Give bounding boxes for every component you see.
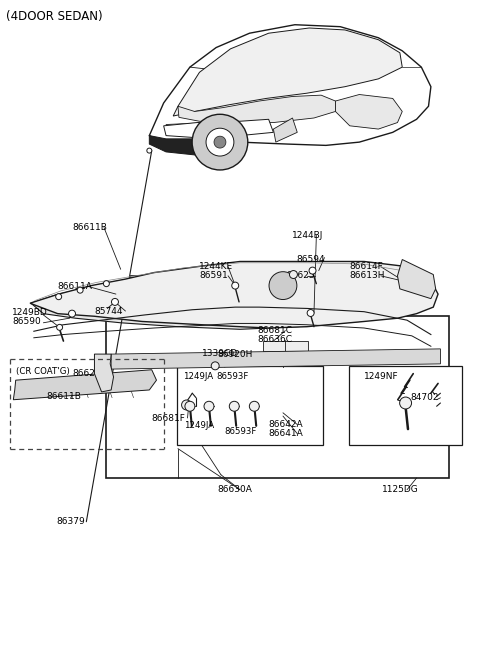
Circle shape xyxy=(400,397,411,409)
Text: 1249JA: 1249JA xyxy=(183,373,213,381)
Circle shape xyxy=(232,282,239,289)
Text: 86641A: 86641A xyxy=(269,429,303,438)
Text: 86611A: 86611A xyxy=(58,283,93,291)
Polygon shape xyxy=(111,349,441,369)
Bar xyxy=(183,274,201,294)
Polygon shape xyxy=(173,28,402,116)
Polygon shape xyxy=(178,95,336,123)
Polygon shape xyxy=(95,354,114,392)
Text: 86591: 86591 xyxy=(199,272,228,280)
Circle shape xyxy=(204,401,214,411)
Polygon shape xyxy=(274,118,297,142)
Polygon shape xyxy=(149,136,214,155)
Polygon shape xyxy=(149,25,431,146)
Text: 86593F: 86593F xyxy=(216,373,249,381)
Text: 86920H: 86920H xyxy=(217,350,253,359)
Polygon shape xyxy=(13,370,156,400)
Text: (4DOOR SEDAN): (4DOOR SEDAN) xyxy=(6,10,103,23)
Text: 1249JA: 1249JA xyxy=(184,421,214,430)
Text: 86593F: 86593F xyxy=(225,426,257,436)
Circle shape xyxy=(289,270,298,279)
Text: 1249NF: 1249NF xyxy=(364,373,399,381)
Text: (CR COAT'G): (CR COAT'G) xyxy=(16,367,70,376)
Text: 1244KE: 1244KE xyxy=(199,262,234,271)
Bar xyxy=(177,366,323,445)
Circle shape xyxy=(206,128,234,156)
Text: 86620: 86620 xyxy=(72,369,101,378)
Bar xyxy=(211,367,282,431)
Circle shape xyxy=(229,401,239,411)
Text: 84702: 84702 xyxy=(411,394,439,402)
Circle shape xyxy=(111,298,119,306)
Circle shape xyxy=(56,294,61,300)
Circle shape xyxy=(103,281,109,287)
Circle shape xyxy=(307,310,314,316)
Text: 85744: 85744 xyxy=(95,306,123,316)
Bar xyxy=(263,341,308,352)
Polygon shape xyxy=(397,260,436,298)
Text: 86630A: 86630A xyxy=(217,485,252,494)
Bar xyxy=(215,374,278,424)
Text: 86611B: 86611B xyxy=(47,392,82,401)
Circle shape xyxy=(69,310,75,317)
Text: 86614F: 86614F xyxy=(350,262,384,271)
Circle shape xyxy=(185,401,195,411)
Bar xyxy=(130,274,148,294)
Text: 86613H: 86613H xyxy=(350,272,385,280)
Text: 1249BD: 1249BD xyxy=(12,308,48,317)
Circle shape xyxy=(211,362,219,370)
Circle shape xyxy=(249,401,259,411)
Text: 86590: 86590 xyxy=(12,317,41,326)
Circle shape xyxy=(57,324,62,331)
Bar xyxy=(159,274,177,294)
Text: 86636C: 86636C xyxy=(258,335,293,344)
Text: 86625: 86625 xyxy=(287,272,315,280)
Polygon shape xyxy=(336,94,402,129)
Text: 1125DG: 1125DG xyxy=(382,485,419,494)
Text: 86681F: 86681F xyxy=(152,413,186,422)
Text: 1244BJ: 1244BJ xyxy=(291,231,323,240)
Bar xyxy=(349,366,462,445)
Circle shape xyxy=(309,267,316,274)
Text: 86379: 86379 xyxy=(56,517,85,526)
Polygon shape xyxy=(31,268,429,329)
Polygon shape xyxy=(30,262,438,328)
Text: 1339CD: 1339CD xyxy=(202,349,238,358)
Circle shape xyxy=(77,287,83,293)
Circle shape xyxy=(214,136,226,148)
Text: 86681C: 86681C xyxy=(258,326,293,335)
Bar xyxy=(107,316,449,478)
Polygon shape xyxy=(164,119,274,138)
Circle shape xyxy=(192,114,248,170)
Text: 86611B: 86611B xyxy=(72,223,107,232)
Text: 86642A: 86642A xyxy=(269,420,303,429)
Circle shape xyxy=(147,148,152,153)
Circle shape xyxy=(181,400,192,410)
Text: 86594: 86594 xyxy=(296,255,325,264)
Circle shape xyxy=(269,272,297,300)
